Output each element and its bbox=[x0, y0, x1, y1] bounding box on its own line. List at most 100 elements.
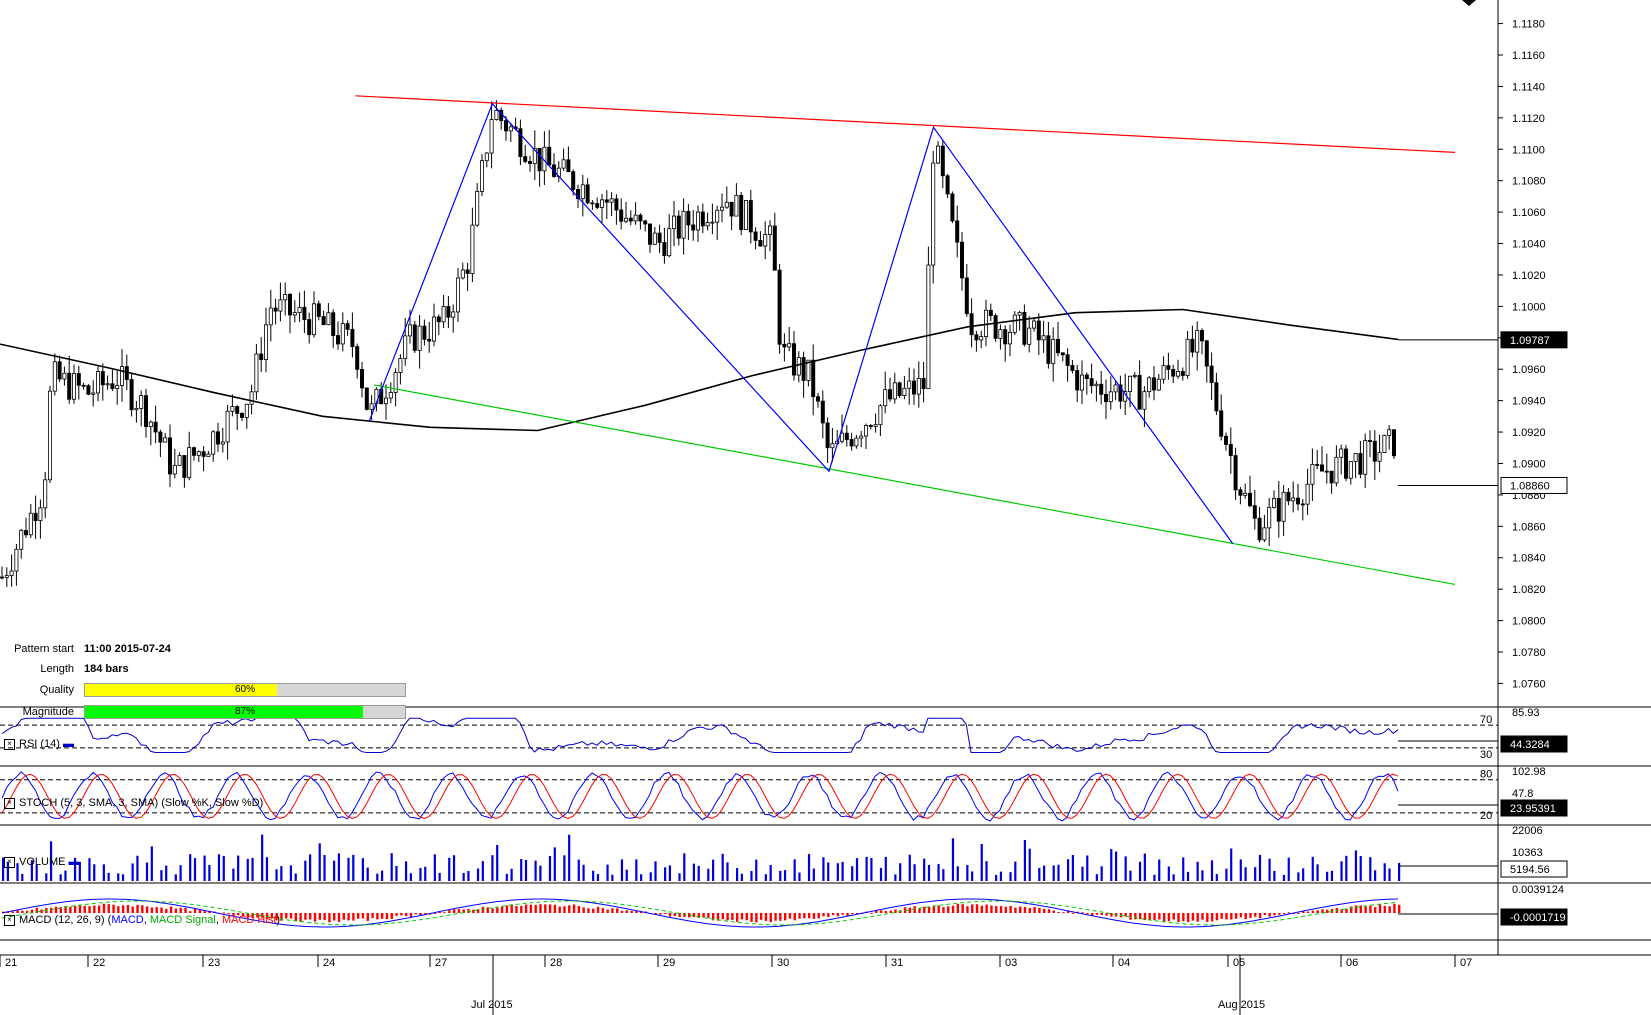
macd-hist-bar bbox=[165, 908, 168, 913]
candle-body bbox=[1291, 497, 1296, 502]
candle-body bbox=[801, 357, 806, 381]
volume-bar bbox=[1215, 873, 1218, 881]
candle-body bbox=[1094, 383, 1099, 387]
volume-bar bbox=[654, 861, 657, 881]
magnitude-bar-fill bbox=[85, 706, 364, 718]
macd-hist-bar bbox=[1081, 912, 1084, 914]
volume-bar bbox=[1374, 870, 1377, 881]
macd-hist-bar bbox=[141, 905, 144, 913]
macd-top-label: 0.0039124 bbox=[1512, 884, 1564, 896]
macd-hist-bar bbox=[409, 913, 413, 918]
candle-body bbox=[662, 242, 667, 257]
volume-bar bbox=[1388, 868, 1391, 881]
macd-hist-bar bbox=[524, 904, 528, 913]
volume-bar bbox=[189, 854, 192, 881]
candle-body bbox=[1305, 483, 1310, 505]
volume-bar bbox=[1066, 859, 1070, 881]
candle-body bbox=[1286, 491, 1291, 502]
indicator-panels: 85.93 70 30 44.3284 102.98 47.8 80 20 23.95391 22… bbox=[0, 706, 1651, 941]
macd-hist-bar bbox=[1278, 913, 1281, 915]
candle-body bbox=[1248, 492, 1253, 507]
day-label: 07 bbox=[1460, 957, 1472, 969]
macd-hist-bar bbox=[126, 905, 130, 913]
candle-body bbox=[590, 202, 595, 205]
macd-hist-bar bbox=[1004, 906, 1008, 913]
candle-body bbox=[129, 379, 134, 411]
macd-hist-bar bbox=[1062, 912, 1065, 914]
price-value-label-box bbox=[1500, 476, 1568, 494]
macd-hist-bar bbox=[1086, 913, 1089, 914]
volume-bar bbox=[865, 856, 868, 881]
volume-toggle-icon[interactable]: × bbox=[4, 856, 15, 868]
candle-body bbox=[287, 293, 292, 316]
candle-body bbox=[494, 109, 499, 120]
candle-body bbox=[417, 325, 422, 351]
candle-body bbox=[1233, 455, 1238, 491]
macd-hist-bar bbox=[702, 913, 705, 918]
candle-body bbox=[715, 209, 720, 223]
candle-body bbox=[1344, 448, 1349, 479]
volume-bar bbox=[275, 869, 278, 881]
macd-hist-bar bbox=[616, 908, 619, 913]
macd-hist-bar bbox=[323, 913, 326, 921]
quality-value: 60% bbox=[234, 684, 255, 695]
volume-bar bbox=[289, 865, 293, 881]
candle-body bbox=[806, 359, 811, 381]
day-label: 03 bbox=[1005, 957, 1017, 969]
macd-hist-bar bbox=[304, 913, 307, 920]
candle-body bbox=[974, 334, 979, 341]
candle-body bbox=[859, 435, 864, 439]
candle-body bbox=[643, 220, 648, 225]
macd-hist-bar bbox=[121, 905, 125, 913]
candle-body bbox=[172, 464, 177, 475]
zigzag-pattern-line bbox=[368, 102, 1234, 544]
volume-bar bbox=[294, 873, 297, 881]
macd-hist-bar bbox=[927, 906, 931, 913]
volume-bar bbox=[1201, 870, 1204, 881]
candle-body bbox=[393, 372, 398, 393]
macd-hist-bar bbox=[328, 913, 331, 923]
candle-body bbox=[1363, 440, 1368, 475]
macd-hist-bar bbox=[1052, 910, 1055, 913]
volume-bar bbox=[404, 861, 408, 881]
volume-bar bbox=[208, 864, 211, 881]
candle-body bbox=[263, 324, 268, 360]
stoch-toggle-icon[interactable]: × bbox=[4, 797, 15, 809]
macd-hist-bar bbox=[971, 904, 974, 913]
macd-hist-bar bbox=[1172, 913, 1175, 920]
rsi-toggle-icon[interactable]: × bbox=[4, 738, 15, 750]
volume-bar bbox=[361, 858, 364, 881]
candle-body bbox=[465, 269, 470, 274]
candle-body bbox=[182, 455, 187, 478]
macd-hist-bar bbox=[529, 904, 533, 913]
candle-body bbox=[1339, 448, 1344, 458]
candle-body bbox=[1137, 375, 1142, 410]
candle-body bbox=[700, 211, 705, 227]
macd-hist-bar bbox=[1297, 913, 1300, 914]
candle-body bbox=[340, 323, 345, 345]
candle-body bbox=[297, 306, 302, 313]
macd-hist-bar bbox=[1249, 913, 1252, 918]
macd-title-prefix: MACD (12, 26, 9) ( bbox=[19, 914, 112, 926]
volume-bar bbox=[49, 841, 53, 881]
candle-body bbox=[508, 126, 513, 132]
macd-hist-bar bbox=[232, 913, 235, 916]
rsi-title: × RSI (14) ▬ bbox=[4, 738, 74, 750]
volume-bar bbox=[217, 854, 221, 881]
candle-body bbox=[518, 128, 523, 157]
time-axis: 21 22 23 24 27 28 29 30 31 03 04 05 06 07 Jul 2015 Aug … bbox=[0, 954, 1651, 1015]
volume-bar bbox=[668, 865, 672, 881]
candles bbox=[0, 100, 1397, 587]
macd-toggle-icon[interactable]: × bbox=[4, 914, 15, 926]
candle-body bbox=[201, 451, 206, 457]
candle-body bbox=[369, 403, 374, 410]
volume-bar bbox=[1114, 851, 1118, 881]
macd-hist-bar bbox=[1378, 904, 1382, 913]
candle-body bbox=[441, 306, 446, 323]
macd-hist-bar bbox=[1019, 906, 1022, 913]
macd-line bbox=[1, 898, 1399, 928]
macd-hist-bar bbox=[1124, 913, 1127, 917]
price-tick-label: 1.0820 bbox=[1512, 584, 1546, 596]
candle-body bbox=[431, 316, 436, 342]
candle-body bbox=[1219, 410, 1224, 437]
